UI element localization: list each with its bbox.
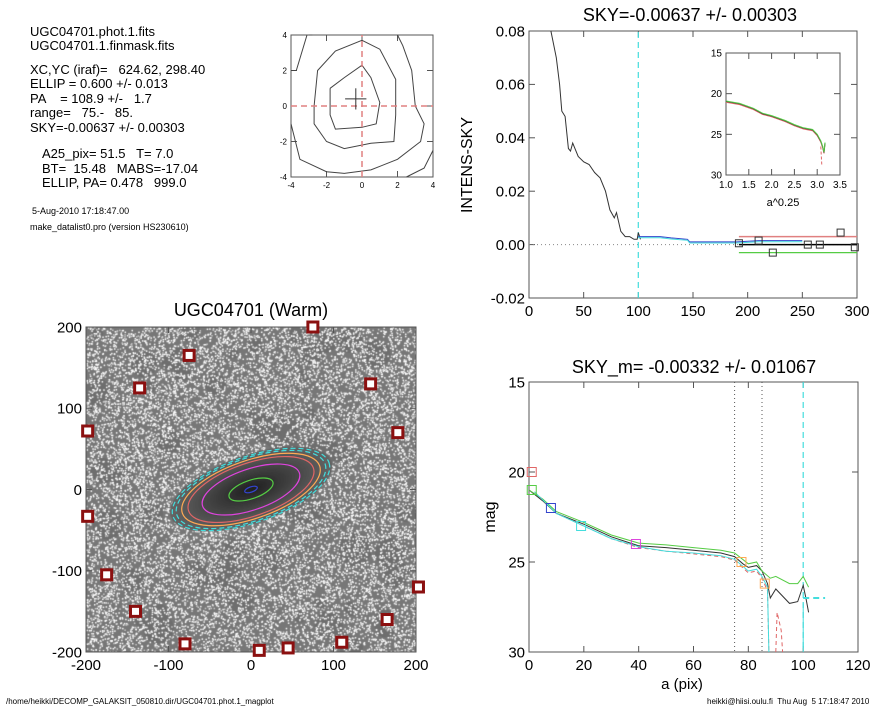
masked-star — [308, 322, 318, 332]
masked-star — [254, 645, 264, 655]
masked-star — [337, 637, 347, 647]
y-tick-label: 15 — [508, 374, 525, 391]
y-tick-label: 2 — [283, 66, 288, 75]
masked-star — [83, 426, 93, 436]
y-tick-label: -0.02 — [491, 290, 525, 307]
x-tick-label: 120 — [845, 657, 870, 674]
outer-profile — [638, 237, 802, 242]
x-tick-label: 100 — [321, 657, 346, 674]
masked-star — [135, 383, 145, 393]
y-tick-label: 0.08 — [496, 23, 525, 40]
x-tick-label: 100 — [626, 303, 651, 320]
x-tick-label: 2.0 — [765, 180, 779, 191]
x-tick-label: -100 — [153, 657, 183, 674]
intens-profile — [551, 31, 641, 239]
y-tick-label: 0.00 — [496, 237, 525, 254]
x-tick-label: 2.5 — [787, 180, 801, 191]
y-tick-label: 30 — [508, 644, 525, 661]
image-title: UGC04701 (Warm) — [174, 300, 328, 320]
masked-star — [283, 643, 293, 653]
y-tick-label: -4 — [280, 173, 288, 182]
y-tick-label: 0 — [74, 482, 82, 499]
x-tick-label: 50 — [575, 303, 592, 320]
y-tick-label: 20 — [508, 464, 525, 481]
intens-plot-title: SKY=-0.00637 +/- 0.00303 — [583, 5, 797, 25]
x-tick-label: 2 — [395, 181, 400, 190]
masked-star — [393, 428, 403, 438]
mag-ylabel: mag — [482, 501, 499, 532]
x-tick-label: 150 — [680, 303, 705, 320]
masked-star — [83, 511, 93, 521]
x-tick-label: 300 — [844, 303, 869, 320]
mag-series-lower2 — [535, 492, 769, 652]
mag-series-lower — [535, 492, 769, 652]
x-tick-label: 250 — [790, 303, 815, 320]
masked-star — [102, 570, 112, 580]
x-tick-label: 3.0 — [810, 180, 824, 191]
contour-line — [330, 65, 380, 129]
isophote-ellipse — [244, 485, 258, 494]
contour-line — [291, 35, 307, 71]
x-tick-label: -4 — [287, 181, 295, 190]
x-tick-label: 0 — [525, 303, 533, 320]
magplot-page: UGC04701.phot.1.fits UGC04701.1.finmask.… — [0, 0, 885, 708]
isophote-ellipse — [196, 454, 306, 526]
y-tick-label: 15 — [711, 49, 723, 60]
masked-star — [366, 379, 376, 389]
y-tick-label: 100 — [57, 401, 82, 418]
masked-star — [131, 606, 141, 616]
masked-star — [184, 350, 194, 360]
y-tick-label: -2 — [280, 137, 288, 146]
mag-plot-title: SKY_m= -0.00332 +/- 0.01067 — [572, 357, 816, 378]
contour-line — [314, 40, 396, 148]
contour-line — [406, 150, 433, 177]
x-tick-label: 0 — [247, 657, 255, 674]
inset-xlabel: a^0.25 — [767, 197, 800, 209]
y-tick-label: 0.02 — [496, 183, 525, 200]
plots: -4 -2 0 2 4-4-20240 50 100 150 200 250 300-0.020.0… — [0, 0, 885, 708]
y-tick-label: 0.06 — [496, 77, 525, 94]
y-tick-label: 4 — [283, 31, 288, 40]
mag-xlabel: a (pix) — [661, 676, 703, 693]
mag-series-lower-tail — [776, 612, 783, 652]
isophote-ellipse — [173, 438, 329, 540]
isophote-ellipse — [226, 473, 276, 506]
y-tick-label: 25 — [508, 554, 525, 571]
x-tick-label: -2 — [323, 181, 331, 190]
x-tick-label: 60 — [685, 657, 702, 674]
y-tick-label: 200 — [57, 319, 82, 336]
sky-point — [837, 229, 844, 236]
x-tick-label: 80 — [740, 657, 757, 674]
masked-star — [382, 615, 392, 625]
plot-frame — [86, 327, 416, 652]
y-tick-label: 0.04 — [496, 130, 525, 147]
y-tick-label: 20 — [711, 89, 723, 100]
intens-ylabel: INTENS-SKY — [459, 117, 476, 213]
x-tick-label: 200 — [403, 657, 428, 674]
inset-bg — [726, 53, 840, 175]
mag-series-upper — [529, 490, 809, 587]
x-tick-label: 0 — [360, 181, 365, 190]
masked-star — [413, 582, 423, 592]
x-tick-label: 40 — [630, 657, 647, 674]
x-tick-label: 3.5 — [833, 180, 847, 191]
x-tick-label: 1.5 — [742, 180, 756, 191]
x-tick-label: 200 — [735, 303, 760, 320]
y-tick-label: 30 — [711, 171, 723, 182]
x-tick-label: 20 — [575, 657, 592, 674]
x-tick-label: 0 — [525, 657, 533, 674]
y-tick-label: 0 — [283, 102, 288, 111]
y-tick-label: 25 — [711, 130, 723, 141]
x-tick-label: 1.0 — [719, 180, 733, 191]
masked-star — [180, 639, 190, 649]
x-tick-label: 100 — [791, 657, 816, 674]
y-tick-label: -100 — [52, 563, 82, 580]
contour-line — [291, 35, 424, 173]
y-tick-label: -200 — [52, 644, 82, 661]
x-tick-label: 4 — [431, 181, 436, 190]
